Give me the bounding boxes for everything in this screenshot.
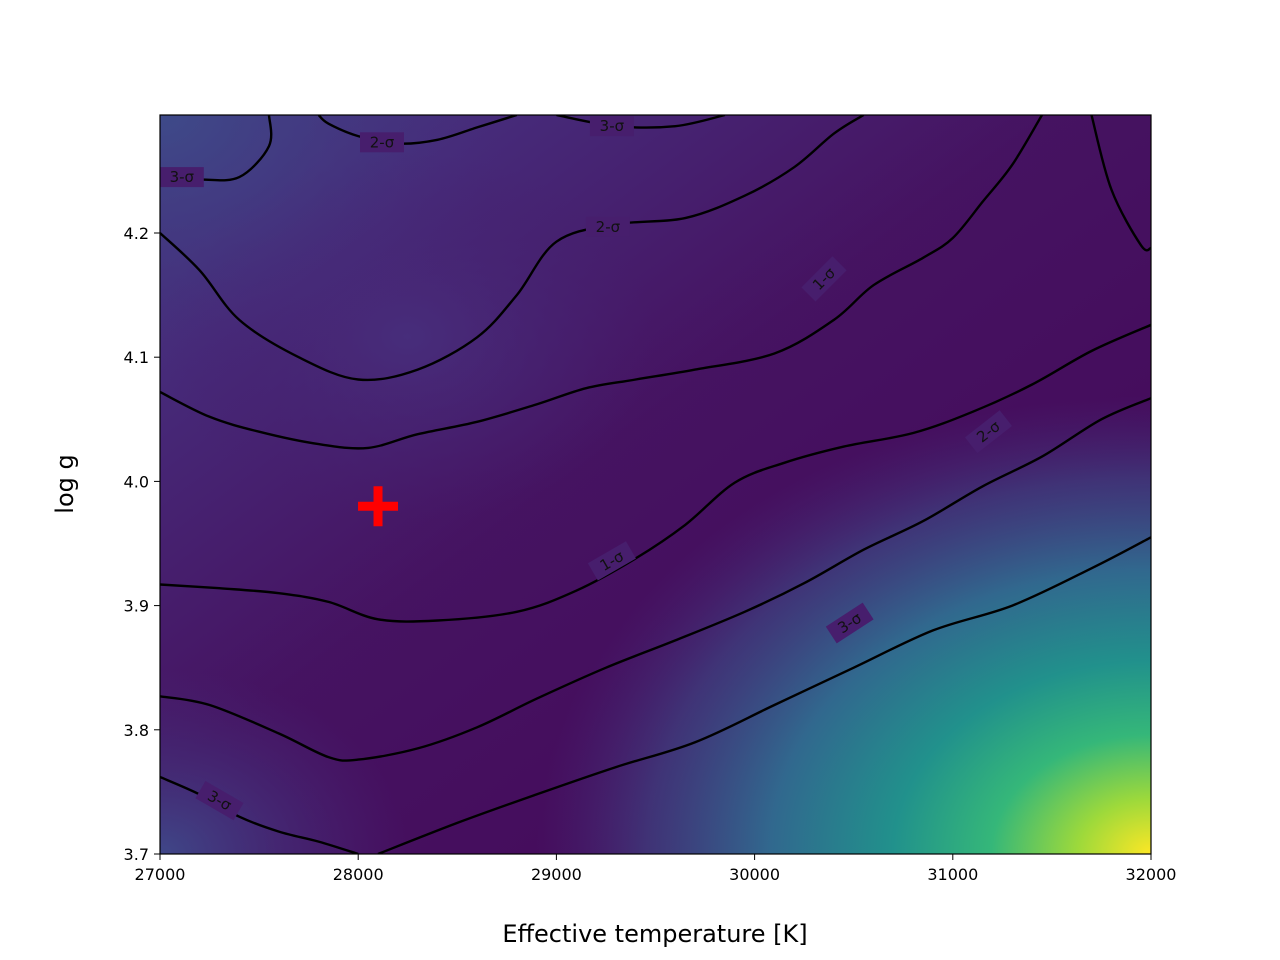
contour-line bbox=[160, 115, 1044, 450]
contour-line bbox=[1090, 115, 1151, 252]
best-fit-marker bbox=[358, 486, 399, 527]
contour-label-bg bbox=[360, 132, 404, 153]
y-tick-label: 3.8 bbox=[124, 721, 149, 740]
plot-frame bbox=[159, 114, 1152, 855]
contour-line bbox=[160, 397, 1151, 762]
contour-line bbox=[160, 115, 865, 382]
y-axis: 3.7 3.8 3.9 4.0 4.1 4.2 bbox=[124, 224, 160, 864]
x-tick-label: 28000 bbox=[333, 865, 384, 884]
y-tick-label: 4.1 bbox=[124, 348, 149, 367]
contour-label: 2-σ bbox=[360, 132, 404, 153]
x-tick-label: 30000 bbox=[729, 865, 780, 884]
contour-label-text: 2-σ bbox=[370, 133, 395, 151]
y-tick-label: 4.0 bbox=[124, 472, 149, 491]
contour-label-bg bbox=[825, 602, 874, 644]
contour-label: 3-σ bbox=[195, 780, 244, 821]
contour-label-text: 2-σ bbox=[596, 218, 621, 236]
x-tick-label: 29000 bbox=[531, 865, 582, 884]
contour-label-bg bbox=[159, 167, 204, 188]
contour-line bbox=[160, 775, 359, 854]
contour-label-bg bbox=[195, 780, 244, 821]
x-tick-label: 27000 bbox=[135, 865, 186, 884]
x-tick-label: 32000 bbox=[1126, 865, 1177, 884]
contour-line bbox=[556, 115, 726, 129]
contour-label-bg bbox=[585, 216, 630, 237]
contour-label-bg bbox=[587, 541, 636, 581]
contour-lines bbox=[160, 115, 1151, 854]
contour-line bbox=[377, 536, 1151, 854]
contour-label-text: 3-σ bbox=[600, 117, 625, 135]
y-axis-label: log g bbox=[51, 454, 79, 513]
contour-label-bg bbox=[965, 410, 1012, 454]
heatmap-background bbox=[160, 115, 1151, 854]
y-tick-label: 4.2 bbox=[124, 224, 149, 243]
x-axis-label: Effective temperature [K] bbox=[502, 920, 807, 948]
y-tick-label: 3.9 bbox=[124, 597, 149, 616]
contour-line bbox=[160, 323, 1151, 623]
y-tick-label: 3.7 bbox=[124, 845, 149, 864]
plot-area: 1-σ1-σ2-σ2-σ2-σ3-σ3-σ3-σ3-σ bbox=[159, 114, 1152, 855]
x-tick-label: 31000 bbox=[927, 865, 978, 884]
contour-label-bg bbox=[801, 256, 847, 302]
contour-label-text: 3-σ bbox=[170, 168, 195, 186]
contour-label: 2-σ bbox=[585, 216, 630, 237]
x-axis: 27000 28000 29000 30000 31000 32000 bbox=[135, 854, 1177, 884]
contour-label: 3-σ bbox=[159, 167, 204, 188]
contour-label-bg bbox=[589, 116, 634, 137]
contour-label: 3-σ bbox=[589, 116, 634, 137]
